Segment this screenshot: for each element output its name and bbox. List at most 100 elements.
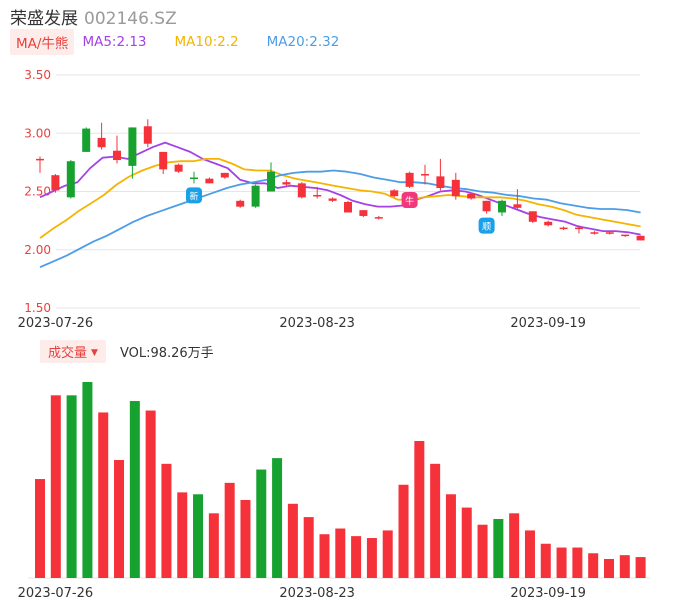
volume-bar (193, 494, 204, 578)
volume-legend: 成交量 ▼ VOL:98.26万手 (40, 339, 214, 363)
candle-body (82, 128, 91, 152)
candle-body (113, 150, 121, 161)
ma5-label: MA5:2.13 (82, 34, 147, 50)
signal-marker-label: 顺 (482, 222, 491, 233)
candle-body (436, 176, 445, 189)
candle-body (220, 172, 229, 178)
volume-value: VOL:98.26万手 (119, 345, 214, 361)
ma10-label: MA10:2.2 (174, 34, 239, 50)
volume-bar (114, 460, 125, 578)
volume-bar (382, 530, 393, 578)
volume-bar (98, 412, 109, 578)
volume-bar (461, 507, 472, 578)
candle-body (51, 175, 60, 191)
volume-bar (445, 494, 456, 578)
candle-body (575, 227, 583, 230)
badge-icon (478, 217, 495, 234)
candle-body (128, 127, 137, 166)
signal-marker: 顺 (478, 217, 495, 234)
ma-line-ma20 (39, 169, 641, 269)
y-tick-label: 1.50 (24, 301, 51, 315)
x-tick-label-volume: 2023-07-26 (18, 586, 94, 601)
candle-body (467, 193, 476, 199)
volume-bar (556, 547, 567, 578)
x-tick-label: 2023-07-26 (18, 316, 94, 331)
stock-code: 002146.SZ (84, 9, 177, 29)
candle-body (559, 227, 568, 230)
volume-bar (414, 440, 425, 578)
volume-bar (145, 410, 156, 578)
volume-bar (50, 395, 61, 578)
candle-body (236, 200, 245, 207)
stock-title: 荣盛发展 002146.SZ (10, 4, 177, 29)
x-tick-label-volume: 2023-09-19 (510, 586, 586, 601)
candle-body (174, 164, 183, 172)
candle-body (190, 177, 198, 180)
volume-chip-label: 成交量 (48, 345, 88, 361)
x-tick-label-volume: 2023-08-23 (279, 586, 355, 601)
ma-indicator-selector[interactable]: MA/牛熊 (10, 29, 75, 55)
candle-body (405, 172, 414, 187)
volume-bar (398, 484, 409, 578)
volume-bar (335, 528, 346, 578)
candle-body (267, 171, 275, 192)
candle-body (374, 217, 383, 219)
y-tick-label: 2.50 (24, 185, 51, 199)
volume-bar (256, 469, 267, 578)
y-tick-label: 3.50 (24, 68, 51, 82)
volume-bar (603, 558, 614, 578)
volume-bar (303, 517, 314, 578)
volume-bar (240, 499, 251, 578)
y-tick-label: 3.00 (24, 126, 51, 140)
volume-bar (319, 534, 330, 578)
volume-indicator-selector[interactable]: 成交量 ▼ (40, 339, 106, 363)
candle-body (390, 190, 399, 197)
volume-bar (540, 543, 551, 578)
x-tick-label: 2023-08-23 (279, 316, 355, 331)
volume-bar (129, 401, 140, 578)
candle-body (97, 137, 106, 148)
volume-bar (430, 463, 441, 578)
volume-bar (82, 382, 93, 578)
ma-legend: MA/牛熊 MA5:2.13 MA10:2.2 MA20:2.32 (10, 29, 359, 55)
volume-bar (272, 458, 283, 578)
volume-bar (477, 524, 488, 578)
volume-bar (177, 492, 188, 578)
candle-body (159, 151, 168, 170)
volume-bar (161, 463, 172, 578)
volume-bar (635, 557, 646, 578)
candle-body (313, 194, 322, 197)
x-tick-label: 2023-09-19 (510, 316, 586, 331)
badge-icon (186, 187, 202, 204)
candle-body (66, 161, 75, 198)
candle-body (482, 200, 491, 212)
ma-line-ma10 (39, 157, 641, 239)
candle-body (544, 221, 553, 226)
signal-marker: 牛 (401, 192, 418, 209)
candle-body (498, 200, 506, 213)
ma-line-ma5 (39, 141, 641, 236)
candle-body (359, 210, 368, 216)
stock-name: 荣盛发展 (10, 9, 78, 29)
signal-marker: 新 (186, 187, 202, 204)
volume-bar (35, 479, 45, 578)
badge-icon (401, 192, 418, 209)
y-tick-label: 2.00 (24, 243, 51, 257)
candle-body (143, 126, 152, 144)
volume-bar (66, 395, 77, 578)
ma20-label: MA20:2.32 (266, 34, 340, 50)
candle-body (205, 178, 214, 184)
triangle-down-icon: ▼ (91, 347, 98, 358)
volume-bar (588, 553, 599, 578)
volume-bar (287, 503, 298, 578)
candle-body (636, 235, 645, 241)
candle-body (328, 198, 337, 201)
signal-marker-label: 牛 (405, 195, 414, 207)
candle-body (251, 185, 260, 207)
candle-body (590, 232, 599, 234)
candle-body (621, 234, 630, 237)
candle-body (605, 232, 614, 234)
volume-bar (493, 519, 504, 578)
volume-bar (351, 536, 362, 578)
